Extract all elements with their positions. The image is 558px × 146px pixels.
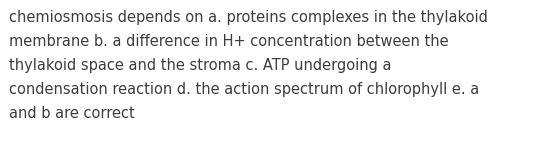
Text: chemiosmosis depends on a. proteins complexes in the thylakoid
membrane b. a dif: chemiosmosis depends on a. proteins comp… (9, 10, 488, 121)
